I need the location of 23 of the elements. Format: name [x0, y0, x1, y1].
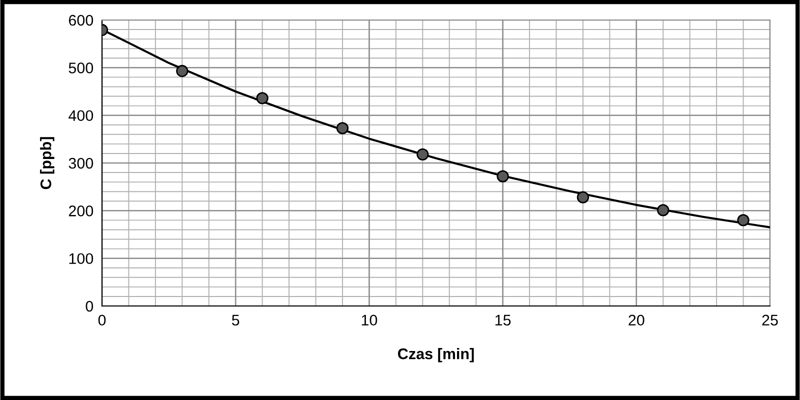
x-tick-label: 10 [362, 314, 378, 326]
point [336, 122, 349, 134]
y-tick-label: 500 [68, 62, 94, 74]
x-tick-label: 0 [98, 314, 106, 326]
point [416, 148, 429, 160]
y-tick-label: 400 [68, 110, 94, 122]
point [657, 204, 670, 216]
x-tick-label: 20 [628, 314, 644, 326]
y-tick-label: 300 [68, 158, 94, 169]
x-tick-label: 25 [762, 314, 778, 326]
y-tick-label: 0 [86, 300, 94, 312]
x-tick-label: 5 [232, 314, 240, 326]
point [256, 92, 268, 104]
x-tick-label: 15 [495, 314, 511, 326]
point [496, 170, 509, 182]
point [576, 191, 590, 204]
y-axis-title: C [ppb] [40, 137, 54, 190]
y-tick-label: 200 [68, 206, 94, 216]
x-axis-title: Czas [min] [398, 348, 474, 362]
point [737, 214, 750, 226]
point [176, 64, 188, 78]
y-tick-label: 600 [68, 14, 94, 26]
y-tick-label: 100 [69, 253, 94, 264]
